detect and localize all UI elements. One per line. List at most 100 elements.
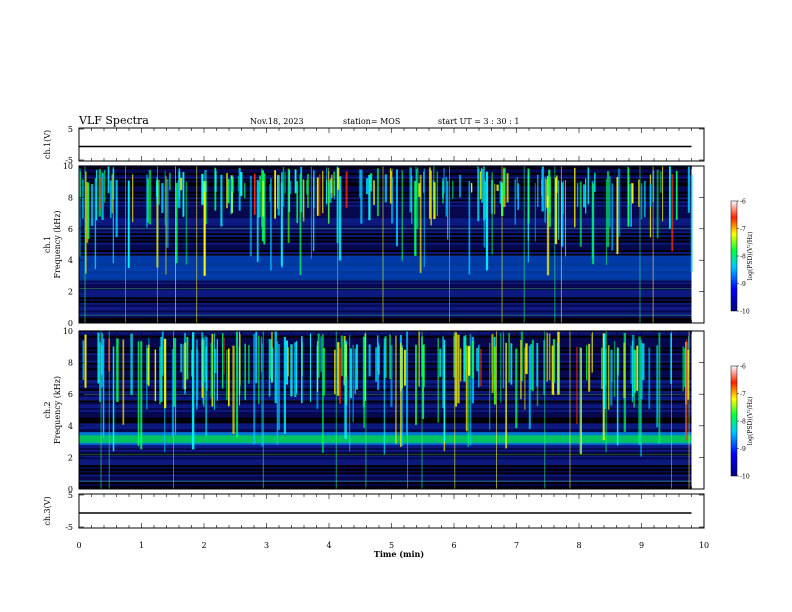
sferic-burst: [510, 343, 513, 385]
sferic-burst: [191, 332, 195, 450]
x-tick-label: 7: [514, 541, 519, 550]
sferic-burst: [537, 174, 539, 208]
sferic-burst: [562, 180, 564, 215]
sferic-burst: [370, 173, 373, 192]
noise-stripe: [79, 449, 692, 452]
noise-stripe: [79, 483, 692, 486]
y-tick-label: 0: [68, 319, 73, 328]
sferic-burst: [585, 178, 587, 214]
spectrogram-y-label: ch.2: [43, 401, 52, 418]
sferic-burst: [84, 334, 87, 388]
colorbar-label: log(PSD)(V²/Hz): [747, 232, 754, 281]
sferic-burst: [82, 340, 85, 381]
sferic-burst: [591, 332, 593, 373]
sferic-burst: [583, 184, 586, 208]
sferic-burst: [505, 342, 507, 449]
sferic-burst: [161, 183, 164, 214]
noise-stripe: [79, 252, 692, 254]
sferic-burst: [90, 183, 94, 226]
noise-stripe: [79, 482, 692, 484]
sferic-burst: [363, 336, 365, 428]
sferic-burst: [345, 344, 347, 377]
y-tick-label: -5: [65, 156, 73, 165]
sferic-burst: [294, 342, 297, 397]
sferic-burst: [690, 174, 693, 272]
sferic-burst: [546, 175, 550, 276]
colorbar-tick-label: -6: [740, 364, 746, 371]
sferic-burst: [483, 178, 486, 248]
sferic-burst: [239, 331, 241, 406]
noise-stripe: [79, 308, 692, 311]
sferic-burst: [230, 175, 232, 215]
noise-stripe: [79, 295, 692, 298]
noise-stripe: [79, 417, 692, 420]
noise-stripe: [79, 428, 692, 431]
sferic-burst: [543, 340, 546, 395]
ch2-colorbar: -6 -7 -8 -9 -10 log(PSD)(V²/Hz): [730, 364, 754, 481]
sferic-burst: [499, 181, 502, 204]
noise-stripe: [79, 169, 692, 172]
sferic-burst: [638, 179, 640, 207]
noise-stripe: [79, 302, 692, 305]
sferic-burst: [180, 343, 183, 373]
sferic-burst: [244, 343, 247, 401]
sferic-burst: [146, 174, 148, 228]
sferic-burst: [116, 338, 119, 402]
sferic-burst: [554, 177, 558, 245]
sferic-burst: [383, 338, 386, 455]
sferic-burst: [239, 334, 241, 386]
sferic-burst: [576, 347, 578, 425]
x-tick-label: 1: [139, 541, 144, 550]
sferic-burst: [491, 335, 493, 374]
sferic-burst: [352, 344, 354, 423]
sferic-burst: [309, 333, 311, 402]
spectrogram-y-label: Frequency (kHz): [53, 376, 62, 444]
sferic-burst: [517, 183, 520, 210]
station-label: station= MOS: [343, 117, 400, 126]
sferic-burst: [478, 344, 480, 388]
sferic-burst: [452, 180, 454, 199]
sferic-burst: [403, 349, 407, 386]
sferic-burst: [649, 183, 652, 207]
sferic-burst: [491, 334, 494, 394]
sferic-burst: [611, 349, 613, 383]
sferic-burst: [418, 183, 421, 197]
noise-stripe: [79, 253, 692, 256]
start-time-label: start UT = 3 : 30 : 1: [438, 117, 519, 126]
panel-frame: [78, 493, 705, 529]
noise-stripe: [79, 459, 692, 462]
noise-stripe: [79, 316, 692, 318]
sferic-burst: [445, 176, 447, 217]
sferic-burst: [166, 179, 169, 248]
noise-stripe: [79, 404, 692, 407]
sferic-burst: [411, 175, 413, 224]
noise-stripe: [79, 430, 692, 433]
sferic-burst: [490, 179, 494, 214]
x-tick-label: 0: [76, 541, 81, 550]
sferic-burst: [164, 170, 166, 226]
sferic-burst: [100, 345, 103, 375]
sferic-burst: [147, 178, 149, 223]
colorbar-tick-label: -9: [740, 446, 746, 453]
sferic-burst: [230, 179, 233, 192]
sferic-burst: [557, 331, 560, 395]
sferic-burst: [175, 182, 178, 264]
sferic-burst: [277, 175, 280, 216]
sferic-burst: [180, 177, 183, 191]
sferic-burst: [687, 166, 690, 213]
sferic-burst: [467, 345, 471, 376]
sferic-burst: [531, 339, 534, 392]
sferic-burst: [406, 331, 408, 436]
sferic-burst: [592, 183, 595, 265]
sferic-burst: [609, 176, 611, 228]
sferic-burst: [524, 347, 526, 410]
ch3-waveform-panel: 5 -5 ch.3(V): [43, 491, 705, 532]
sferic-burst: [632, 334, 635, 397]
sferic-burst: [616, 176, 619, 255]
sferic-burst: [161, 331, 164, 376]
waveform-y-label: ch.3(V): [43, 496, 52, 525]
sferic-burst: [336, 168, 340, 190]
y-tick-label: 8: [68, 193, 73, 202]
sferic-burst: [148, 169, 152, 225]
sferic-burst: [231, 175, 233, 214]
